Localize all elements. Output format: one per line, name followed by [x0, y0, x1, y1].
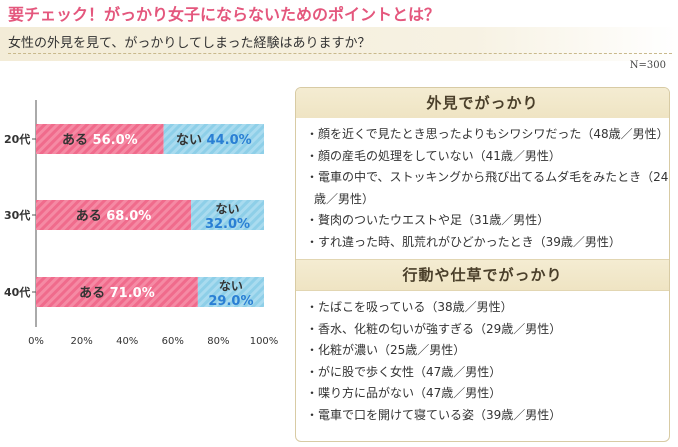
question-band: [0, 27, 678, 61]
list-item: ・化粧が濃い（25歳／男性）: [306, 343, 466, 357]
stacked-bar-chart: 20代 ある 56.0% ない 44.0%30代 ある 68.0% ない32.0%40代…: [4, 100, 279, 347]
list-item: ・喋り方に品がない（47歳／男性）: [306, 386, 502, 400]
bar-nai: [163, 124, 264, 154]
survey-question: 女性の外見を見て、がっかりしてしまった経験はありますか？: [8, 36, 371, 51]
x-tick-label: 20%: [70, 336, 92, 347]
list-item: ・電車で口を開けて寝ている姿（39歳／男性）: [306, 407, 562, 422]
comments-panel: 外見でがっかり ・顔を近くで見たとき思ったよりもシワシワだった（48歳／男性） …: [295, 87, 670, 442]
data-label: ある 68.0%: [76, 209, 152, 224]
list-item: ・すれ違った時、肌荒れがひどかったとき（39歳／男性）: [306, 234, 621, 249]
list-item: ・顔の産毛の処理をしていない（41歳／男性）: [306, 148, 561, 163]
data-label: ない: [216, 202, 240, 216]
data-label: 32.0%: [205, 217, 250, 232]
appearance-list: ・顔を近くで見たとき思ったよりもシワシワだった（48歳／男性） ・顔の産毛の処理…: [296, 118, 669, 259]
x-tick-label: 80%: [207, 336, 229, 347]
bar-aru: [36, 200, 192, 230]
category-label: 40代: [4, 285, 30, 299]
data-label: ない: [219, 279, 243, 293]
behavior-list: ・たばこを吸っている（38歳／男性） ・香水、化粧の匂いが強すぎる（29歳／男性…: [296, 291, 669, 432]
data-label: ある 56.0%: [62, 133, 138, 148]
bar-aru: [36, 124, 164, 154]
list-item: ・たばこを吸っている（38歳／男性）: [306, 300, 513, 314]
x-tick-label: 60%: [162, 336, 184, 347]
list-item: ・がに股で歩く女性（47歳／男性）: [306, 364, 502, 379]
behavior-heading: 行動や仕草でがっかり: [296, 259, 669, 291]
bar-nai: [197, 277, 264, 307]
bar-nai: [191, 200, 264, 230]
divider: [8, 53, 672, 54]
data-label: ない 44.0%: [176, 133, 252, 148]
list-item: 歳／男性）: [314, 191, 375, 206]
sample-size: N=300: [629, 60, 666, 71]
data-label: 29.0%: [208, 294, 253, 309]
list-item: ・贅肉のついたウエストや足（31歳／男性）: [306, 213, 550, 227]
category-label: 20代: [4, 132, 30, 146]
data-label: ある 71.0%: [79, 286, 155, 301]
page-title: 要チェック！がっかり女子にならないためのポイントとは？: [8, 5, 441, 24]
x-tick-label: 0%: [28, 336, 44, 347]
list-item: ・電車の中で、ストッキングから飛び出てるムダ毛をみたとき（24: [306, 170, 669, 184]
list-item: ・香水、化粧の匂いが強すぎる（29歳／男性）: [306, 321, 562, 336]
category-label: 30代: [4, 208, 30, 222]
list-item: ・顔を近くで見たとき思ったよりもシワシワだった（48歳／男性）: [306, 127, 669, 141]
x-tick-label: 40%: [116, 336, 138, 347]
appearance-heading: 外見でがっかり: [296, 88, 669, 118]
x-tick-label: 100%: [250, 336, 279, 347]
bar-aru: [36, 277, 198, 307]
